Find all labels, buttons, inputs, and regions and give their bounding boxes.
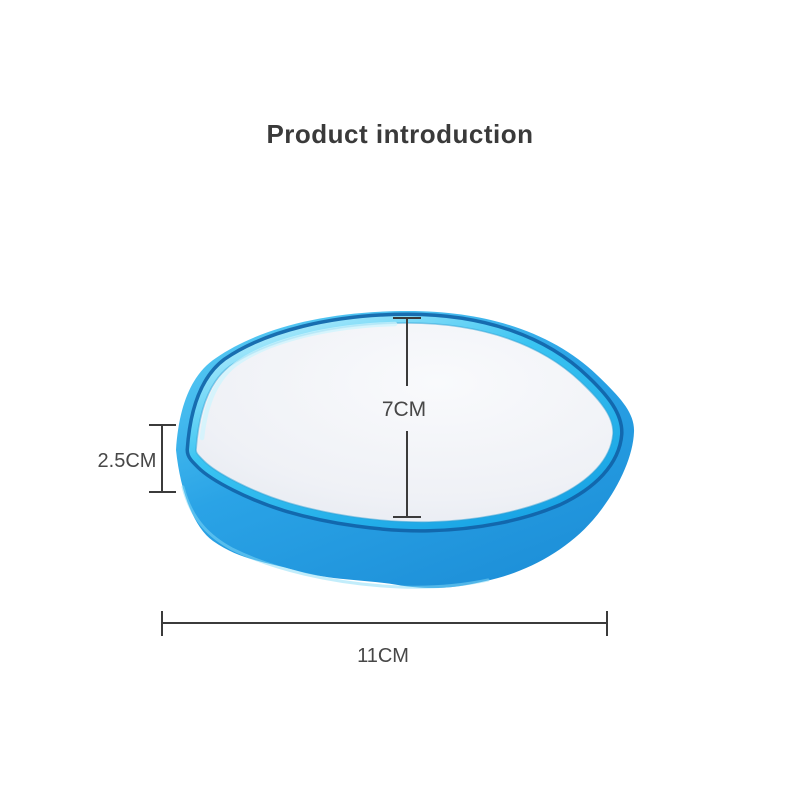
rim-highlight bbox=[199, 321, 398, 441]
glass-surface bbox=[196, 323, 614, 523]
thickness-dimension-label: 2.5CM bbox=[98, 450, 157, 472]
height-dimension-label: 7CM bbox=[382, 398, 426, 421]
page-title: Product introduction bbox=[266, 119, 534, 149]
body-bottom-highlight bbox=[181, 485, 490, 589]
width-dimension-label: 11CM bbox=[357, 645, 409, 667]
width-dimension: 11CM bbox=[161, 611, 608, 667]
thickness-dimension: 2.5CM bbox=[98, 424, 176, 493]
height-dimension: 7CM bbox=[382, 317, 426, 518]
